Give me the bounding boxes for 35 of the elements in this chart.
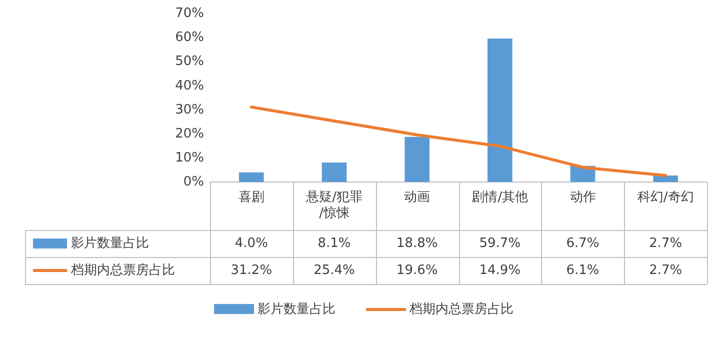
data-label: 2.7% <box>649 236 682 251</box>
x-tick-label: 动作 <box>570 190 596 206</box>
text: 影片数量占比 <box>258 302 336 317</box>
data-label: 18.8% <box>396 236 438 251</box>
x-tick-label: 剧情/其他 <box>472 190 528 206</box>
text: 档期内总票房占比 <box>410 302 514 317</box>
x-tick-label: 动画 <box>404 190 430 206</box>
data-label: 14.9% <box>479 262 521 278</box>
bar <box>322 162 347 182</box>
y-tick-label: 70% <box>175 6 204 22</box>
legend-label: 档期内总票房占比 <box>70 262 175 278</box>
y-tick-label: 20% <box>175 126 204 142</box>
y-tick-label: 40% <box>175 78 204 94</box>
legend-label: 影片数量占比 <box>71 236 149 251</box>
y-tick-label: 30% <box>175 102 204 118</box>
x-tick-label: 喜剧 <box>238 190 264 206</box>
data-label: 4.0% <box>234 236 268 251</box>
x-tick-label: 悬疑/犯罪/惊悚 <box>305 190 362 221</box>
x-tick-label: 科幻/奇幻 <box>637 190 694 206</box>
y-tick-label: 50% <box>175 54 204 70</box>
data-label: 8.1% <box>318 236 351 251</box>
bar <box>653 176 678 182</box>
data-label: 59.7% <box>479 236 521 251</box>
data-label: 25.4% <box>314 262 355 278</box>
y-tick-label: 0% <box>183 174 204 190</box>
data-label: 6.7% <box>566 236 600 251</box>
y-tick-label: 60% <box>175 30 204 46</box>
data-label: 6.1% <box>566 262 600 278</box>
data-label: 19.6% <box>396 262 438 278</box>
bar <box>404 136 430 182</box>
bar <box>238 172 264 182</box>
bar <box>487 38 512 182</box>
y-tick-label: 10% <box>175 150 204 166</box>
data-label: 2.7% <box>649 262 682 278</box>
data-label: 31.2% <box>230 262 272 278</box>
